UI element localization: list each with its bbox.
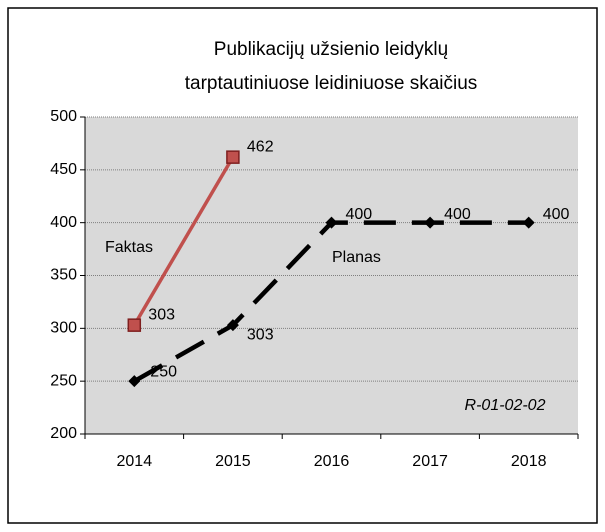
marker [325, 216, 338, 229]
data-label: 303 [148, 306, 175, 323]
marker [128, 375, 141, 388]
series-line [132, 156, 235, 327]
marker [424, 216, 437, 229]
y-tick-label: 250 [50, 372, 77, 389]
data-label: 400 [444, 206, 471, 223]
marker [226, 150, 240, 164]
data-label: 250 [150, 363, 177, 380]
data-label: 462 [247, 138, 274, 155]
x-tick-label: 2016 [314, 453, 350, 470]
y-tick-label: 400 [50, 214, 77, 231]
data-label: 400 [543, 206, 570, 223]
x-tick-label: 2018 [511, 453, 547, 470]
data-label: 400 [346, 206, 373, 223]
y-tick-label: 500 [50, 108, 77, 125]
chart-title: Publikacijų užsienio leidyklų [214, 39, 448, 60]
y-tick-label: 300 [50, 320, 77, 337]
series-name: Planas [332, 249, 381, 266]
series-name: Faktas [105, 239, 153, 256]
y-tick-label: 450 [50, 161, 77, 178]
y-tick-label: 350 [50, 267, 77, 284]
marker [226, 319, 239, 332]
annotation: R-01-02-02 [465, 397, 546, 414]
marker [127, 318, 142, 332]
x-tick-label: 2014 [117, 453, 153, 470]
x-tick-label: 2017 [412, 453, 448, 470]
data-label: 303 [247, 326, 274, 343]
chart-title: tarptautiniuose leidiniuose skaičius [185, 73, 478, 94]
x-tick-label: 2015 [215, 453, 251, 470]
y-tick-label: 200 [50, 425, 77, 442]
marker [522, 216, 535, 229]
